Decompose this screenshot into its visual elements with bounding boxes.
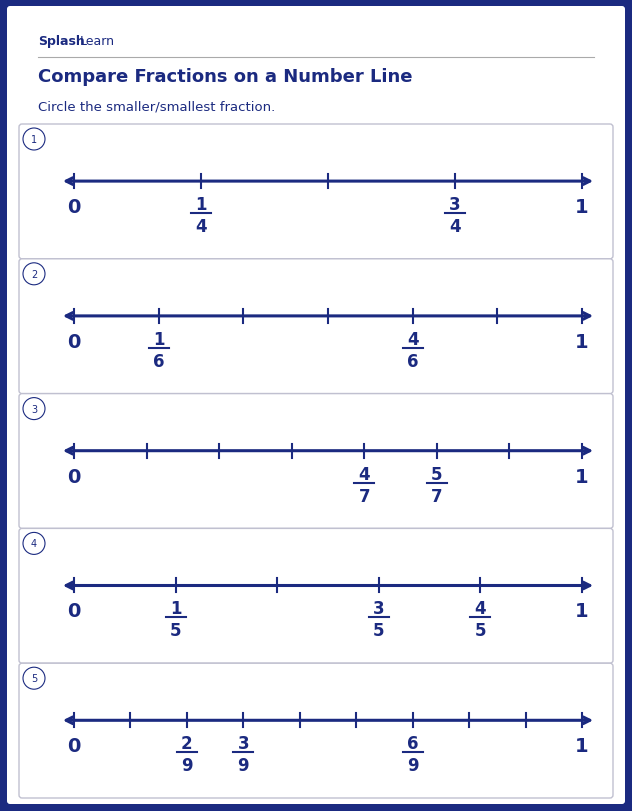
Text: 1: 1 xyxy=(153,331,164,349)
Text: 3: 3 xyxy=(238,735,249,753)
Circle shape xyxy=(23,398,45,420)
Text: 1: 1 xyxy=(575,198,589,217)
FancyBboxPatch shape xyxy=(19,260,613,394)
Text: 0: 0 xyxy=(68,333,81,351)
Text: 5: 5 xyxy=(373,622,384,640)
Text: 6: 6 xyxy=(407,735,418,753)
FancyBboxPatch shape xyxy=(19,394,613,529)
Text: 2: 2 xyxy=(181,735,193,753)
Text: 7: 7 xyxy=(358,487,370,505)
Circle shape xyxy=(23,533,45,555)
Text: 1: 1 xyxy=(575,333,589,351)
Text: 4: 4 xyxy=(195,218,207,236)
Text: 1: 1 xyxy=(575,602,589,620)
Text: 4: 4 xyxy=(358,466,370,483)
Text: Compare Fractions on a Number Line: Compare Fractions on a Number Line xyxy=(38,68,413,86)
Text: 4: 4 xyxy=(407,331,418,349)
Text: 1: 1 xyxy=(31,135,37,145)
Circle shape xyxy=(23,264,45,285)
Text: 3: 3 xyxy=(449,195,461,214)
Text: 6: 6 xyxy=(153,353,164,371)
Text: 9: 9 xyxy=(181,757,193,775)
Text: 4: 4 xyxy=(475,600,486,618)
Text: 0: 0 xyxy=(68,198,81,217)
Text: 1: 1 xyxy=(575,736,589,755)
Text: 6: 6 xyxy=(407,353,418,371)
Text: 2: 2 xyxy=(31,269,37,280)
Text: 3: 3 xyxy=(31,404,37,414)
Text: 0: 0 xyxy=(68,467,81,486)
Text: 1: 1 xyxy=(195,195,207,214)
Text: 5: 5 xyxy=(431,466,442,483)
FancyBboxPatch shape xyxy=(19,125,613,260)
FancyBboxPatch shape xyxy=(19,529,613,663)
FancyBboxPatch shape xyxy=(7,7,625,804)
Text: 5: 5 xyxy=(475,622,486,640)
Text: 1: 1 xyxy=(170,600,181,618)
Text: 3: 3 xyxy=(373,600,385,618)
Text: 5: 5 xyxy=(170,622,181,640)
Text: 7: 7 xyxy=(431,487,442,505)
Text: Learn: Learn xyxy=(80,35,115,48)
Text: 0: 0 xyxy=(68,602,81,620)
Text: 4: 4 xyxy=(449,218,461,236)
Circle shape xyxy=(23,667,45,689)
Text: 4: 4 xyxy=(31,539,37,549)
Text: 5: 5 xyxy=(31,673,37,684)
Text: 9: 9 xyxy=(407,757,418,775)
Text: Circle the smaller/smallest fraction.: Circle the smaller/smallest fraction. xyxy=(38,100,276,113)
Text: 1: 1 xyxy=(575,467,589,486)
Text: 9: 9 xyxy=(238,757,249,775)
Text: Splash: Splash xyxy=(38,35,85,48)
Circle shape xyxy=(23,129,45,151)
FancyBboxPatch shape xyxy=(19,663,613,798)
Text: 0: 0 xyxy=(68,736,81,755)
